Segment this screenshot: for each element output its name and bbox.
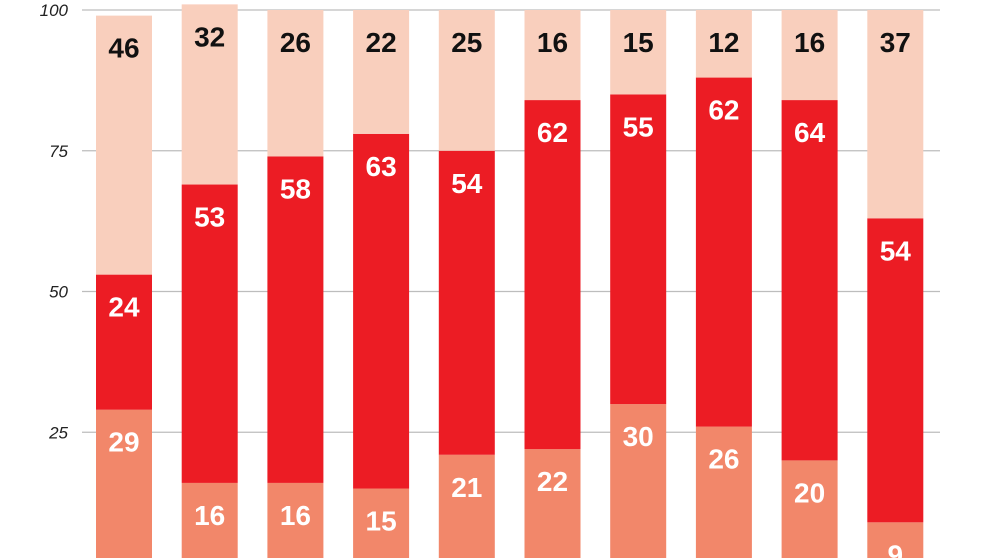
data-label: 54 [451,168,483,199]
data-label: 29 [108,427,139,458]
bar-segment [695,77,752,427]
bar-segment [267,156,324,483]
data-label: 22 [366,27,397,58]
data-label: 55 [623,111,654,142]
data-label: 26 [280,27,311,58]
data-label: 26 [708,444,739,475]
bar-segment [781,100,838,461]
data-label: 20 [794,477,825,508]
data-label: 58 [280,173,311,204]
data-label: 22 [537,466,568,497]
bar-segment [96,15,152,275]
data-label: 63 [366,151,397,182]
data-label: 30 [623,421,654,452]
bar-segment [524,100,581,450]
y-tick-label: 75 [49,142,68,161]
data-label: 46 [108,33,139,64]
data-label: 9 [888,539,904,558]
y-tick-label: 50 [49,283,68,302]
bar-segment [610,94,667,405]
bar-segment [695,426,752,558]
bar-segment [610,10,667,95]
bar-segment [867,218,924,523]
data-label: 21 [451,472,482,503]
bar-segment [781,460,838,558]
data-label: 37 [880,27,911,58]
bar-segment [96,409,152,558]
bar-segment [610,404,667,558]
bar-segment [695,10,752,78]
bar-segment [353,10,410,134]
data-label: 16 [280,500,311,531]
data-label: 64 [794,117,826,148]
data-label: 32 [194,21,225,52]
bar-segment [96,274,152,410]
data-label: 25 [451,27,482,58]
bar-segment [267,482,324,558]
y-tick-label: 100 [40,1,69,20]
bar-segment [267,10,324,157]
bar-segment [181,482,238,558]
bar-segment [438,454,495,558]
y-tick-label: 25 [48,423,68,442]
data-label: 54 [880,235,912,266]
data-label: 16 [794,27,825,58]
bar-segment [438,10,495,151]
bar-segment [781,10,838,101]
data-label: 16 [537,27,568,58]
data-label: 24 [108,292,140,323]
bar-segment [438,150,495,455]
bar-segment [181,4,238,185]
bar-segment [524,449,581,558]
data-label: 16 [194,500,225,531]
bar-segment [181,184,238,483]
data-label: 62 [708,95,739,126]
data-label: 12 [708,27,739,58]
data-label: 53 [194,202,225,233]
bar-segment [524,10,581,101]
bar-segment [867,522,924,558]
bar-segment [867,10,924,219]
data-label: 15 [623,27,654,58]
data-label: 62 [537,117,568,148]
data-label: 15 [366,506,397,537]
bar-segment [353,488,410,558]
bar-segment [353,133,410,489]
